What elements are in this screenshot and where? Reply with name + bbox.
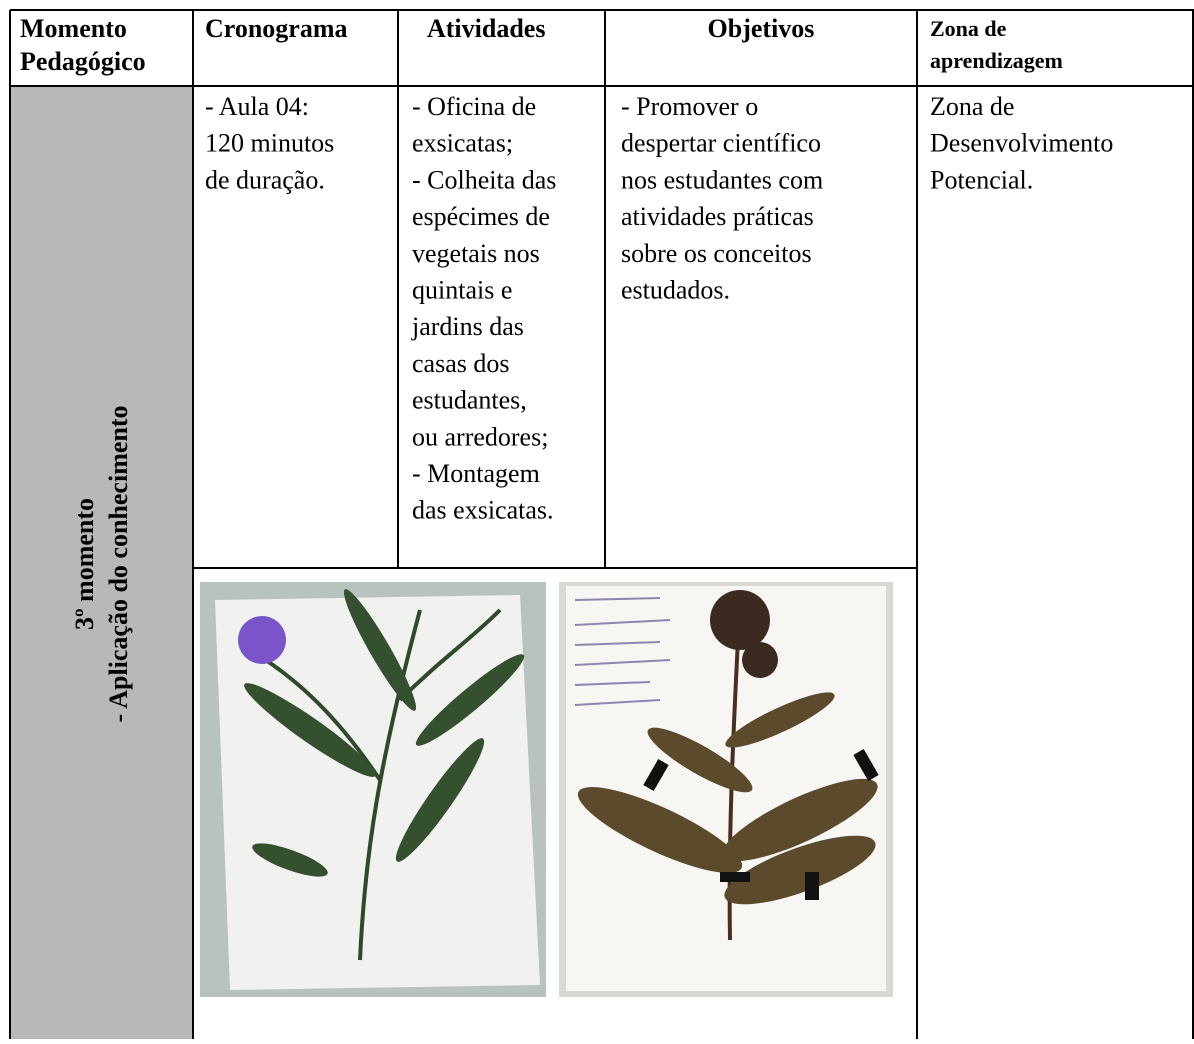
header-text: Momento xyxy=(20,14,127,43)
atividades-line: - Montagem xyxy=(412,459,540,488)
cronograma-line: de duração. xyxy=(205,165,325,194)
atividades-line: estudantes, xyxy=(412,386,527,415)
atividades-line: - Colheita das xyxy=(412,165,556,194)
cronograma-line: - Aula 04: xyxy=(205,92,309,121)
atividades-line: - Oficina de xyxy=(412,92,536,121)
objetivos-line: estudados. xyxy=(621,276,730,305)
header-text: Cronograma xyxy=(205,14,348,43)
objetivos-line: nos estudantes com xyxy=(621,165,823,194)
table-borders xyxy=(9,9,1194,1039)
header-text: Atividades xyxy=(427,14,545,43)
momento-line: - Aplicação do conhecimento xyxy=(104,405,133,722)
first-column-shade xyxy=(10,86,193,1039)
photo-exsicata-2 xyxy=(559,582,893,997)
atividades-line: jardins das xyxy=(411,312,524,341)
zona-line: Potencial. xyxy=(930,165,1033,194)
objetivos-line: atividades práticas xyxy=(621,202,814,231)
header-text: aprendizagem xyxy=(930,48,1063,73)
atividades-line: exsicatas; xyxy=(412,129,513,158)
momento-rotated: 3º momento - Aplicação do conhecimento xyxy=(70,405,133,722)
atividades-line: quintais e xyxy=(412,276,512,305)
zona-line: Zona de xyxy=(930,92,1014,121)
momento-line: 3º momento xyxy=(70,498,99,630)
atividades-line: vegetais nos xyxy=(412,239,540,268)
objetivos-line: - Promover o xyxy=(621,92,758,121)
objetivos-line: despertar científico xyxy=(621,129,821,158)
atividades-line: espécimes de xyxy=(412,202,550,231)
photo-exsicata-1 xyxy=(200,582,546,997)
cell-texts: Momento Pedagógico Cronograma Atividades Obj… xyxy=(20,14,1113,723)
atividades-line: das exsicatas. xyxy=(412,496,554,525)
zona-line: Desenvolvimento xyxy=(930,129,1113,158)
header-text: Objetivos xyxy=(708,14,815,43)
header-text: Zona de xyxy=(930,16,1007,41)
objetivos-line: sobre os conceitos xyxy=(621,239,812,268)
header-text: Pedagógico xyxy=(20,47,146,76)
atividades-line: ou arredores; xyxy=(412,422,548,451)
cronograma-line: 120 minutos xyxy=(205,129,334,158)
atividades-line: casas dos xyxy=(412,349,509,378)
